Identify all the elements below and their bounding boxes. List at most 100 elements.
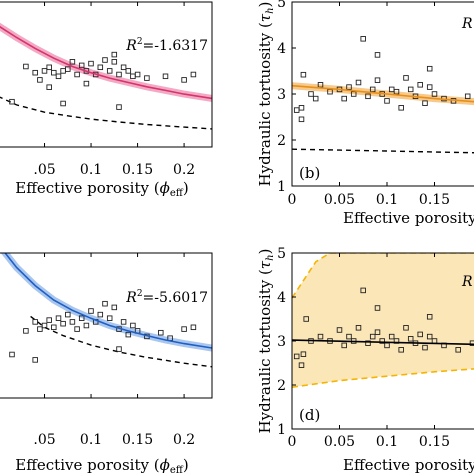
data-point xyxy=(134,71,141,78)
lower-bound-curve xyxy=(30,315,212,368)
panel-a-axes-box xyxy=(0,1,213,148)
fit-curve xyxy=(292,84,474,103)
data-point xyxy=(312,95,319,102)
data-point xyxy=(369,333,376,340)
data-point xyxy=(393,88,400,95)
panel-d-x-ticks: 0 0.05 0.1 0.15 xyxy=(288,253,450,450)
data-point xyxy=(426,314,433,320)
data-point xyxy=(116,104,122,110)
panel-d-y-ticks: 1 2 3 4 5 xyxy=(277,246,296,438)
data-point xyxy=(293,107,300,113)
data-point xyxy=(341,95,347,102)
data-point xyxy=(346,333,352,340)
data-point xyxy=(300,71,307,78)
confidence-region xyxy=(292,253,474,388)
data-point xyxy=(111,304,118,311)
y-tick-label: 3 xyxy=(277,334,286,350)
data-point xyxy=(37,77,43,83)
data-point xyxy=(158,329,164,336)
lower-bound-curve xyxy=(292,368,474,388)
data-point xyxy=(116,346,122,352)
panel-c-x-label: Effective porosity (ϕeff) xyxy=(15,456,188,474)
data-point xyxy=(32,69,38,76)
data-point xyxy=(51,69,57,76)
data-point xyxy=(403,325,409,331)
panel-d: R (d) 0 0.05 0.1 0.15 1 2 3 4 5 Hydraulic tortu… xyxy=(256,246,474,474)
data-point xyxy=(46,84,52,90)
data-point xyxy=(355,325,362,331)
data-point xyxy=(181,326,187,332)
lower-bound-curve xyxy=(0,96,212,130)
data-point xyxy=(97,311,104,318)
data-point xyxy=(379,338,385,344)
data-point xyxy=(102,300,108,307)
x-tick-label: 0.15 xyxy=(419,434,450,450)
data-point xyxy=(350,91,357,97)
panel-a-x-ticks: .05 0.1 0.15 0.2 xyxy=(33,2,195,178)
data-point xyxy=(46,64,52,71)
data-point xyxy=(190,71,197,78)
y-tick-label: 3 xyxy=(277,87,286,103)
data-point xyxy=(398,105,404,111)
data-point xyxy=(190,324,197,331)
x-tick-label: 0.1 xyxy=(80,432,102,448)
panel-b-y-label: Hydraulic tortuosity (τh) xyxy=(256,2,276,187)
data-point xyxy=(300,351,307,357)
panel-d-y-label: Hydraulic tortuosity (τh) xyxy=(256,249,276,434)
data-point xyxy=(417,82,423,88)
data-point xyxy=(60,68,66,74)
panel-d-panel-label: (d) xyxy=(299,406,320,424)
y-tick-label: 4 xyxy=(277,290,286,306)
data-point xyxy=(130,73,136,80)
x-tick-label: 0.2 xyxy=(173,162,195,178)
data-point xyxy=(384,98,390,104)
panel-c-annotation: R2=-5.6017 xyxy=(125,289,208,306)
x-tick-label: 0.05 xyxy=(324,192,355,208)
data-point xyxy=(403,75,409,81)
panel-plot-area xyxy=(292,253,474,388)
data-point xyxy=(162,73,169,80)
x-tick-label: 0.2 xyxy=(173,432,195,448)
data-point xyxy=(65,66,71,72)
data-point xyxy=(97,64,104,71)
data-point xyxy=(88,308,94,314)
panel-c-plot xyxy=(0,253,212,368)
data-point xyxy=(32,357,38,363)
y-tick-label: 5 xyxy=(277,246,286,262)
data-point xyxy=(74,71,80,78)
data-point xyxy=(464,93,471,100)
data-point xyxy=(130,322,136,329)
data-point xyxy=(369,86,376,93)
x-tick-label: 0.1 xyxy=(376,434,398,450)
data-point xyxy=(365,340,371,346)
data-point xyxy=(407,336,414,342)
data-point xyxy=(120,64,127,71)
data-point xyxy=(37,326,43,332)
y-tick-label: 2 xyxy=(277,133,286,149)
data-point xyxy=(422,100,428,106)
panel-d-annotation: R xyxy=(461,274,473,290)
data-point xyxy=(298,362,305,368)
panel-b: R (b) 0 0.05 0.1 0.15 1 2 3 4 5 Hydraulic tortu… xyxy=(256,0,474,227)
panel-c-x-ticks: .05 0.1 0.15 0.2 xyxy=(33,253,195,448)
panel-a-plot xyxy=(0,22,212,130)
x-tick-label: 0.1 xyxy=(376,192,398,208)
data-point xyxy=(83,322,90,329)
data-point xyxy=(88,60,94,67)
data-point xyxy=(303,316,309,322)
data-point xyxy=(65,311,71,318)
data-point xyxy=(360,36,366,42)
data-point xyxy=(398,347,404,353)
data-point xyxy=(111,59,118,65)
panel-b-y-ticks: 1 2 3 4 5 xyxy=(277,0,296,195)
x-tick-label: 0.05 xyxy=(324,434,355,450)
x-tick-label: 0.15 xyxy=(122,162,153,178)
panel-plot-area xyxy=(0,22,212,130)
data-point xyxy=(417,331,423,338)
data-point xyxy=(426,84,433,90)
data-point xyxy=(317,333,324,340)
panel-b-x-ticks: 0 0.05 0.1 0.15 xyxy=(288,2,450,208)
x-tick-label: .05 xyxy=(33,432,55,448)
y-tick-label: 4 xyxy=(277,41,286,57)
data-point xyxy=(106,68,113,74)
